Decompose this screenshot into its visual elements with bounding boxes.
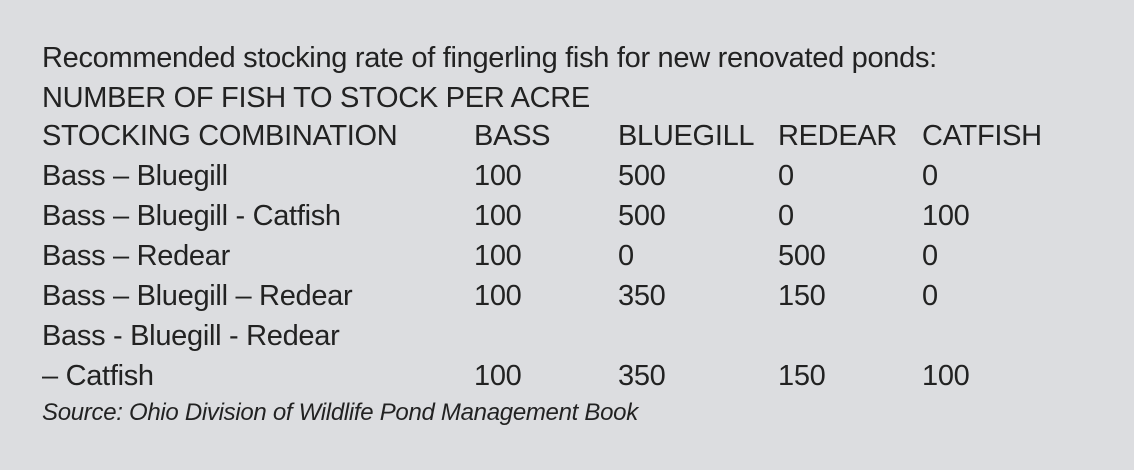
header-bluegill: BLUEGILL bbox=[618, 120, 755, 152]
cell-redear: 0 bbox=[778, 160, 794, 192]
header-bass: BASS bbox=[474, 120, 551, 152]
cell-combination: Bass – Bluegill - Catfish bbox=[42, 200, 341, 232]
cell-combination: Bass – Redear bbox=[42, 240, 230, 272]
table-row: Bass – Bluegill 100 500 0 0 bbox=[42, 156, 1062, 196]
header-stocking-combination: STOCKING COMBINATION bbox=[42, 120, 398, 152]
cell-bluegill: 350 bbox=[618, 360, 666, 392]
table-row: Bass – Bluegill – Redear 100 350 150 0 bbox=[42, 276, 1062, 316]
cell-bass: 100 bbox=[474, 280, 522, 312]
cell-combination: Bass – Bluegill bbox=[42, 160, 228, 192]
cell-bluegill: 350 bbox=[618, 280, 666, 312]
cell-redear bbox=[778, 316, 922, 356]
cell-redear: 500 bbox=[778, 240, 826, 272]
cell-catfish: 0 bbox=[922, 240, 938, 272]
source-citation: Source: Ohio Division of Wildlife Pond M… bbox=[42, 399, 638, 426]
cell-combination: Bass – Bluegill – Redear bbox=[42, 280, 353, 312]
cell-catfish bbox=[922, 316, 1062, 356]
table-row: Bass – Bluegill - Catfish 100 500 0 100 bbox=[42, 196, 1062, 236]
stocking-rate-document: Recommended stocking rate of fingerling … bbox=[42, 38, 1102, 430]
cell-bass: 100 bbox=[474, 240, 522, 272]
table-subtitle: NUMBER OF FISH TO STOCK PER ACRE bbox=[42, 82, 590, 114]
table-row: Bass – Redear 100 0 500 0 bbox=[42, 236, 1062, 276]
cell-catfish: 100 bbox=[922, 360, 970, 392]
cell-bass: 100 bbox=[474, 160, 522, 192]
cell-bass bbox=[474, 316, 618, 356]
table-row: Bass - Bluegill - Redear bbox=[42, 316, 1062, 356]
document-title: Recommended stocking rate of fingerling … bbox=[42, 42, 937, 74]
cell-combination: Bass - Bluegill - Redear bbox=[42, 320, 340, 352]
table-row: – Catfish 100 350 150 100 bbox=[42, 356, 1062, 396]
cell-bluegill: 500 bbox=[618, 200, 666, 232]
table-header-row: STOCKING COMBINATION BASS BLUEGILL REDEA… bbox=[42, 116, 1062, 156]
cell-bluegill: 500 bbox=[618, 160, 666, 192]
cell-redear: 150 bbox=[778, 280, 826, 312]
cell-bluegill bbox=[618, 316, 778, 356]
stocking-table: STOCKING COMBINATION BASS BLUEGILL REDEA… bbox=[42, 116, 1062, 396]
cell-redear: 150 bbox=[778, 360, 826, 392]
header-redear: REDEAR bbox=[778, 120, 898, 152]
cell-bass: 100 bbox=[474, 360, 522, 392]
cell-catfish: 0 bbox=[922, 160, 938, 192]
header-catfish: CATFISH bbox=[922, 120, 1042, 152]
cell-bluegill: 0 bbox=[618, 240, 634, 272]
cell-redear: 0 bbox=[778, 200, 794, 232]
cell-bass: 100 bbox=[474, 200, 522, 232]
cell-catfish: 0 bbox=[922, 280, 938, 312]
cell-catfish: 100 bbox=[922, 200, 970, 232]
cell-combination: – Catfish bbox=[42, 360, 154, 392]
